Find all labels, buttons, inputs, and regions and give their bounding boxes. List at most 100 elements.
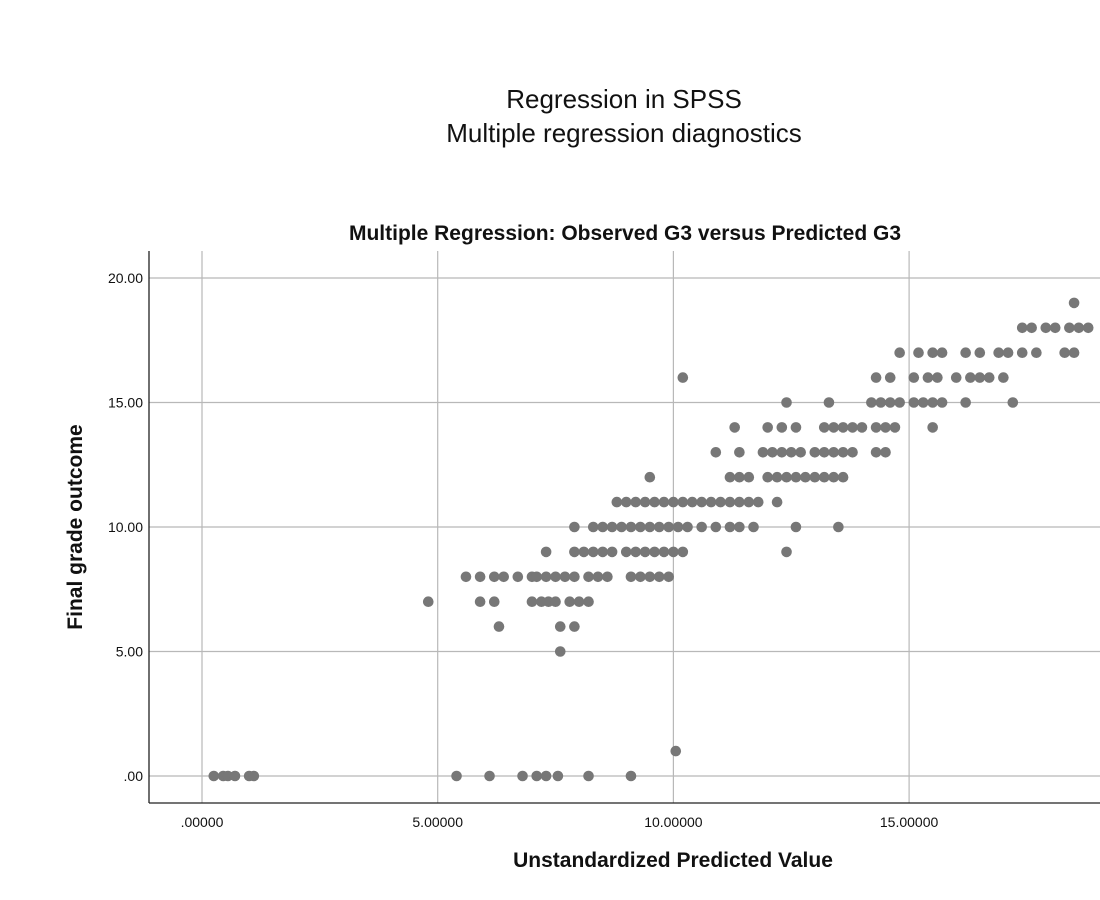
- y-tick-label: 5.00: [116, 644, 143, 660]
- data-point: [818, 422, 830, 433]
- data-point: [743, 496, 755, 508]
- data-point: [908, 372, 920, 383]
- chart-title: Multiple Regression: Observed G3 versus …: [349, 222, 901, 245]
- data-point: [696, 496, 707, 508]
- data-point: [696, 521, 707, 533]
- data-point: [809, 447, 821, 458]
- data-point: [1007, 397, 1019, 408]
- data-point: [583, 596, 594, 607]
- data-point: [748, 521, 759, 533]
- data-point: [677, 496, 689, 508]
- data-point: [474, 596, 486, 607]
- data-point: [828, 447, 839, 458]
- data-point: [983, 372, 995, 383]
- data-point: [950, 372, 962, 383]
- data-point: [785, 447, 797, 458]
- data-point: [635, 571, 646, 583]
- y-tick-labels: .00 5.00 10.00 15.00 20.00: [108, 270, 143, 784]
- data-point: [837, 447, 849, 458]
- data-point: [710, 447, 722, 458]
- data-point: [974, 372, 986, 383]
- data-point: [927, 422, 938, 433]
- data-point: [752, 496, 764, 508]
- y-tick-label: .00: [124, 768, 144, 784]
- data-point: [1049, 322, 1061, 334]
- data-point: [795, 447, 806, 458]
- data-point: [639, 496, 651, 508]
- data-point: [625, 571, 637, 583]
- data-point: [724, 496, 736, 508]
- data-point: [670, 745, 682, 757]
- data-point: [1068, 297, 1080, 309]
- data-point: [484, 770, 495, 782]
- data-point: [875, 397, 887, 408]
- data-point: [625, 521, 637, 533]
- data-point: [644, 571, 656, 583]
- data-point: [644, 521, 656, 533]
- data-point: [686, 496, 698, 508]
- data-point: [1016, 347, 1028, 359]
- data-point: [208, 770, 220, 782]
- y-tick-label: 15.00: [108, 395, 143, 411]
- data-point: [451, 770, 462, 782]
- data-point: [559, 571, 571, 583]
- data-point: [597, 546, 608, 558]
- data-point: [894, 397, 905, 408]
- data-point: [644, 471, 656, 483]
- data-point: [630, 496, 641, 508]
- data-point: [602, 571, 613, 583]
- data-point: [606, 546, 618, 558]
- data-point: [554, 621, 566, 632]
- data-point: [889, 422, 901, 433]
- data-point: [790, 521, 802, 533]
- data-point: [550, 596, 561, 607]
- data-point: [809, 471, 821, 483]
- page-header: Regression in SPSS Multiple regression d…: [0, 82, 1100, 150]
- data-point: [833, 521, 844, 533]
- data-point: [880, 447, 891, 458]
- data-point: [649, 546, 660, 558]
- data-point: [771, 471, 783, 483]
- y-tick-label: 10.00: [108, 519, 143, 535]
- data-point: [512, 571, 524, 583]
- data-point: [569, 546, 580, 558]
- data-point: [1064, 322, 1075, 334]
- data-point: [583, 571, 594, 583]
- data-point: [913, 347, 924, 359]
- data-point: [1002, 347, 1014, 359]
- data-point: [630, 546, 641, 558]
- axes: [148, 251, 1100, 804]
- data-point: [1026, 322, 1037, 334]
- data-point: [927, 397, 938, 408]
- data-point: [526, 596, 538, 607]
- data-point: [960, 347, 971, 359]
- data-point: [908, 397, 920, 408]
- data-point: [993, 347, 1004, 359]
- data-point: [569, 571, 580, 583]
- data-point: [635, 521, 646, 533]
- x-tick-label: 10.00000: [644, 814, 703, 830]
- data-point: [653, 521, 665, 533]
- data-point: [866, 397, 877, 408]
- data-point: [488, 571, 500, 583]
- data-point: [922, 372, 934, 383]
- x-tick-label: .00000: [181, 814, 224, 830]
- data-point: [1082, 322, 1094, 334]
- data-point: [677, 372, 689, 383]
- data-point: [658, 546, 670, 558]
- x-tick-label: 5.00000: [412, 814, 463, 830]
- y-tick-label: 20.00: [108, 270, 143, 286]
- data-point: [856, 422, 868, 433]
- data-point: [583, 770, 594, 782]
- data-point: [564, 596, 575, 607]
- data-point: [734, 521, 745, 533]
- data-point: [639, 546, 651, 558]
- data-point: [531, 770, 542, 782]
- data-point: [229, 770, 241, 782]
- data-point: [974, 347, 986, 359]
- data-point: [682, 521, 693, 533]
- data-point: [248, 770, 260, 782]
- x-tick-labels: .00000 5.00000 10.00000 15.00000: [181, 814, 939, 830]
- data-point: [1031, 347, 1042, 359]
